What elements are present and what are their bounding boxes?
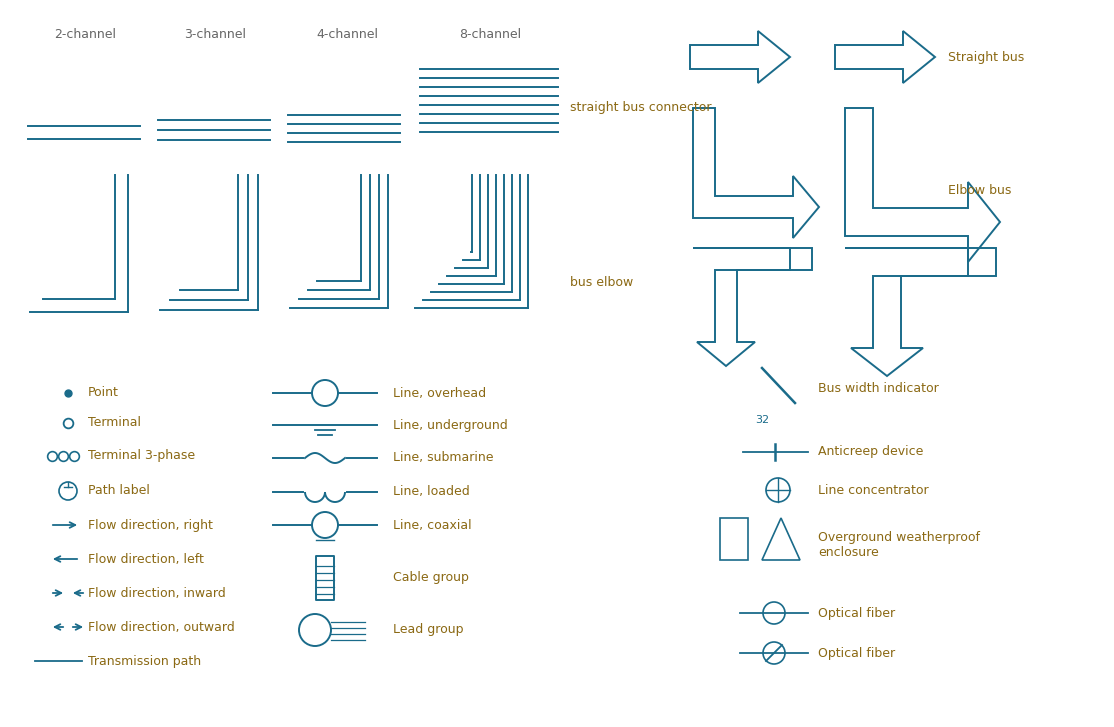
Text: Bus width indicator: Bus width indicator	[818, 382, 939, 395]
Text: Optical fiber: Optical fiber	[818, 646, 896, 659]
Text: Line, coaxial: Line, coaxial	[393, 518, 471, 531]
Bar	[720, 518, 747, 560]
Text: Optical fiber: Optical fiber	[818, 606, 896, 619]
Text: Flow direction, inward: Flow direction, inward	[88, 587, 226, 600]
Text: Point: Point	[88, 387, 119, 400]
Text: 8-channel: 8-channel	[459, 28, 521, 41]
Text: Cable group: Cable group	[393, 571, 469, 585]
Text: Line, underground: Line, underground	[393, 419, 508, 432]
Text: Line, loaded: Line, loaded	[393, 486, 470, 499]
Text: 3-channel: 3-channel	[184, 28, 246, 41]
Text: Straight bus: Straight bus	[948, 50, 1024, 63]
Text: Line, overhead: Line, overhead	[393, 387, 486, 400]
Text: 32: 32	[755, 415, 769, 425]
Text: Lead group: Lead group	[393, 624, 463, 637]
Text: Path label: Path label	[88, 484, 150, 497]
Text: Flow direction, right: Flow direction, right	[88, 518, 213, 531]
Text: Line concentrator: Line concentrator	[818, 483, 929, 497]
Text: straight bus connector: straight bus connector	[570, 102, 712, 114]
Text: Flow direction, left: Flow direction, left	[88, 553, 204, 566]
Text: Terminal 3-phase: Terminal 3-phase	[88, 449, 195, 462]
Text: Flow direction, outward: Flow direction, outward	[88, 621, 235, 633]
Text: Anticreep device: Anticreep device	[818, 446, 924, 459]
Text: bus elbow: bus elbow	[570, 276, 633, 289]
Text: 2-channel: 2-channel	[53, 28, 116, 41]
Text: 4-channel: 4-channel	[316, 28, 378, 41]
Bar	[316, 556, 334, 600]
Text: Line, submarine: Line, submarine	[393, 451, 494, 465]
Text: Transmission path: Transmission path	[88, 654, 202, 667]
Text: Overground weatherproof
enclosure: Overground weatherproof enclosure	[818, 531, 980, 559]
Text: Terminal: Terminal	[88, 417, 141, 430]
Text: Elbow bus: Elbow bus	[948, 183, 1012, 196]
